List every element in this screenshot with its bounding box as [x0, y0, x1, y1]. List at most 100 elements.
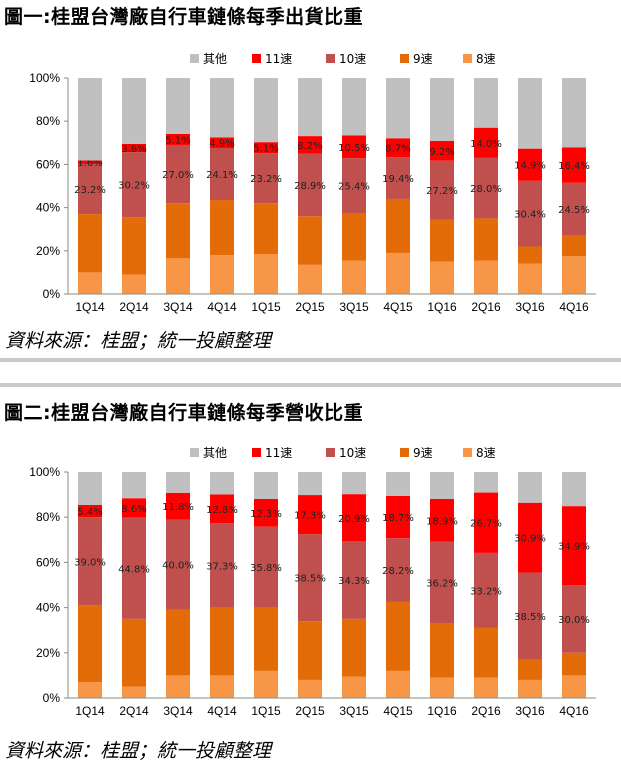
- data-label: 10.5%: [338, 143, 370, 154]
- legend-swatch: [326, 448, 335, 457]
- bar-segment: [518, 180, 542, 247]
- bar-segment: [474, 260, 498, 294]
- legend-swatch: [463, 54, 472, 63]
- data-label: 36.2%: [426, 579, 458, 590]
- chart1-svg: 其他 11速 10速 9速 8速 0% 20% 40% 60% 80% 100% 23.2% 1.6% 1…: [29, 52, 596, 314]
- data-label: 8.2%: [297, 141, 322, 152]
- data-label: 40.0%: [162, 561, 194, 572]
- x-tick-label: 1Q15: [251, 704, 281, 718]
- bar-segment: [210, 255, 234, 294]
- bar-segment: [166, 609, 190, 676]
- data-label: 24.1%: [206, 170, 238, 181]
- bar-segment: [386, 252, 410, 294]
- bar-segment: [474, 677, 498, 698]
- y-tick-label: 80%: [36, 114, 60, 128]
- legend-swatch: [400, 448, 409, 457]
- data-label: 8.6%: [121, 504, 146, 515]
- data-label: 23.2%: [74, 185, 106, 196]
- x-tick-label: 4Q15: [383, 300, 413, 314]
- x-tick-label: 2Q16: [471, 300, 501, 314]
- legend-swatch: [190, 54, 199, 63]
- bar-segment: [430, 261, 454, 294]
- chart1-title: 圖一:桂盟台灣廠自行車鏈條每季出貨比重: [4, 6, 364, 28]
- bar-segment: [122, 498, 146, 518]
- bar-segment: [430, 219, 454, 262]
- bar-segment: [122, 686, 146, 698]
- bar-segment: [518, 472, 542, 503]
- data-label: 26.7%: [470, 519, 502, 530]
- legend-label: 10速: [339, 52, 366, 66]
- bar-segment: [166, 472, 190, 493]
- data-label: 37.3%: [206, 561, 238, 572]
- bar-segment: [430, 623, 454, 678]
- data-label: 14.0%: [470, 139, 502, 150]
- bar-segment: [430, 140, 454, 161]
- bar-segment: [166, 133, 190, 145]
- data-label: 28.9%: [294, 181, 326, 192]
- y-tick-label: 20%: [36, 244, 60, 258]
- bar-segment: [166, 675, 190, 698]
- data-label: 34.3%: [338, 576, 370, 587]
- y-tick-label: 20%: [36, 646, 60, 660]
- bar-segment: [254, 472, 278, 499]
- bar-segment: [122, 472, 146, 499]
- data-label: 24.5%: [558, 205, 590, 216]
- legend-label: 11速: [265, 446, 292, 460]
- bar-segment: [298, 136, 322, 154]
- x-tick-label: 4Q16: [559, 704, 589, 718]
- y-tick-label: 40%: [36, 601, 60, 615]
- data-label: 39.0%: [74, 557, 106, 568]
- bar-segment: [210, 472, 234, 495]
- bar-segment: [298, 679, 322, 698]
- bar-segment: [254, 142, 278, 154]
- bar-segment: [254, 203, 278, 255]
- chart1-source: 資料來源：桂盟；統一投顧整理: [5, 330, 272, 352]
- data-label: 30.4%: [514, 210, 546, 221]
- y-tick-label: 60%: [36, 555, 60, 569]
- bar-segment: [562, 147, 586, 183]
- bar-segment: [342, 494, 366, 542]
- bar-segment: [518, 246, 542, 264]
- bar-segment: [210, 137, 234, 148]
- bar-segment: [474, 472, 498, 493]
- bar-segment: [474, 218, 498, 261]
- data-label: 25.4%: [338, 182, 370, 193]
- bar-segment: [386, 670, 410, 698]
- data-label: 4.9%: [209, 139, 234, 150]
- x-tick-label: 3Q14: [163, 300, 193, 314]
- chart2-title: 圖二:桂盟台灣廠自行車鏈條每季營收比重: [4, 402, 364, 424]
- legend-swatch: [252, 54, 261, 63]
- x-tick-label: 4Q15: [383, 704, 413, 718]
- bar-segment: [254, 607, 278, 671]
- bar-segment: [518, 78, 542, 149]
- bar-segment: [430, 472, 454, 499]
- bar-segment: [166, 144, 190, 204]
- x-tick-label: 4Q14: [207, 704, 237, 718]
- x-tick-label: 4Q16: [559, 300, 589, 314]
- data-label: 19.4%: [382, 174, 414, 185]
- data-label: 5.1%: [165, 135, 190, 146]
- bar-segment: [386, 495, 410, 539]
- legend-label: 10速: [339, 446, 366, 460]
- bar-segment: [298, 472, 322, 496]
- bar-segment: [78, 472, 102, 505]
- bar-segment: [518, 659, 542, 680]
- x-tick-label: 3Q16: [515, 704, 545, 718]
- bar-segment: [342, 213, 366, 261]
- bar-segment: [474, 78, 498, 128]
- bar-segment: [518, 148, 542, 181]
- bar-segment: [430, 541, 454, 624]
- y-tick-label: 100%: [29, 71, 60, 85]
- data-label: 9.2%: [429, 147, 454, 158]
- data-label: 5.4%: [77, 507, 102, 518]
- bar-segment: [254, 78, 278, 143]
- bar-segment: [562, 585, 586, 653]
- bar-segment: [78, 504, 102, 518]
- bar-segment: [122, 143, 146, 153]
- x-tick-label: 2Q15: [295, 300, 325, 314]
- bar-segment: [562, 235, 586, 257]
- x-tick-label: 2Q16: [471, 704, 501, 718]
- data-label: 16.4%: [558, 161, 590, 172]
- bar-segment: [298, 621, 322, 680]
- data-label: 20.9%: [338, 514, 370, 525]
